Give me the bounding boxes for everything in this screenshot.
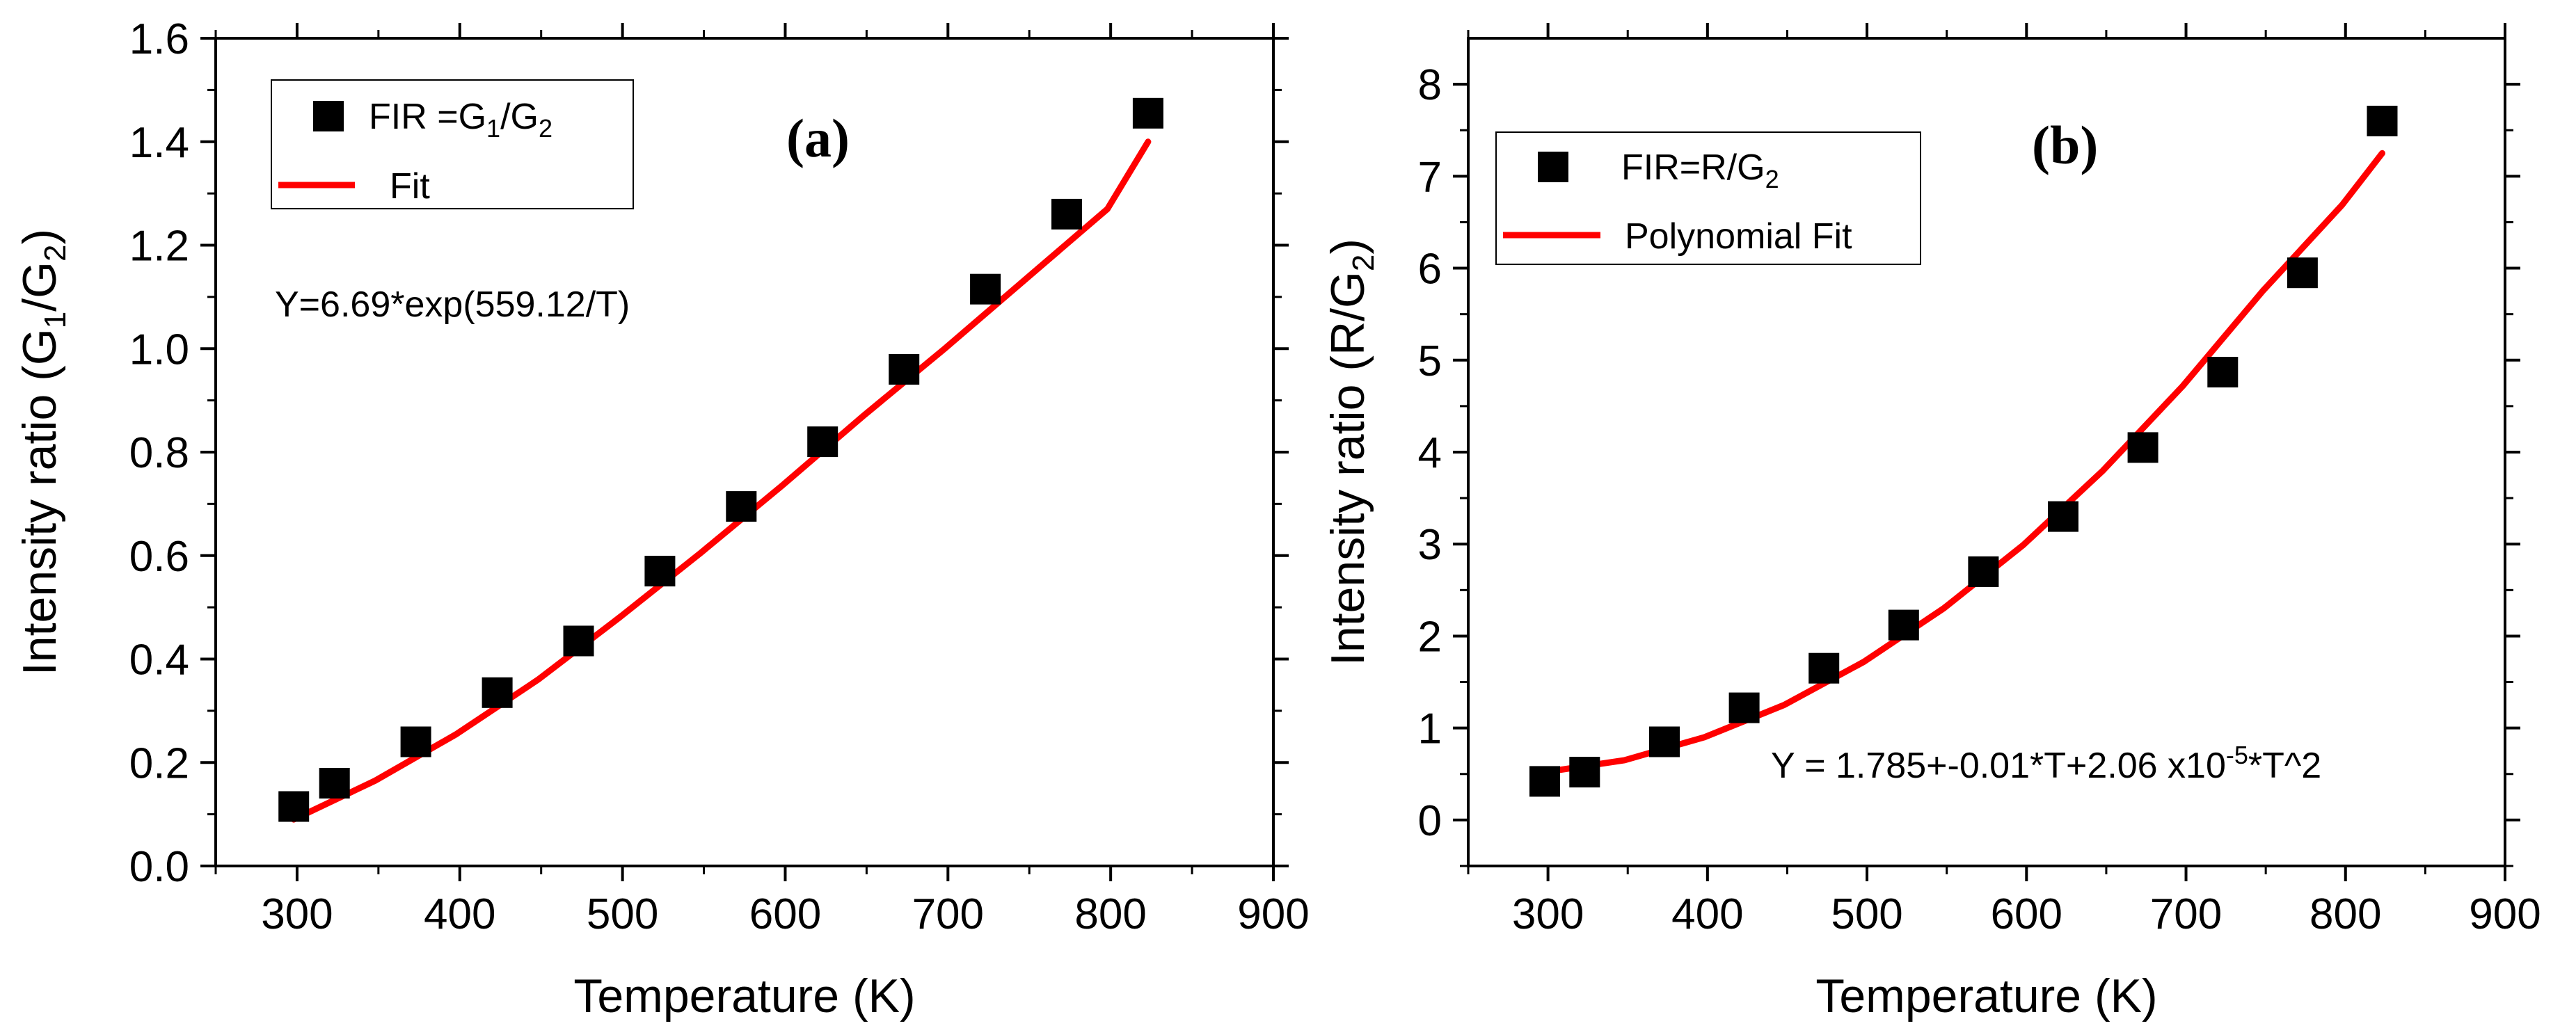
panel-a-y-tick-label: 0.4 bbox=[129, 636, 189, 684]
panel-a-y-tick-label: 0.2 bbox=[129, 739, 189, 787]
panel-a-y-tick-label: 0.0 bbox=[129, 843, 189, 891]
panel-b-y-tick-label: 1 bbox=[1418, 705, 1442, 753]
panel-b-x-tick-label: 500 bbox=[1831, 890, 1902, 938]
panel-b-data-point bbox=[1808, 652, 1840, 684]
panel-b-y-tick-label: 6 bbox=[1418, 246, 1442, 294]
panel-b-tag: (b) bbox=[2032, 115, 2098, 175]
panel-a-data-point bbox=[563, 625, 594, 657]
panel-b-data-point bbox=[1569, 757, 1600, 788]
panel-b-data-point bbox=[1649, 726, 1680, 757]
panel-b-y-tick-label: 4 bbox=[1418, 429, 1442, 477]
panel-b-data-point bbox=[2048, 501, 2078, 532]
panel-a-y-tick-label: 1.6 bbox=[129, 15, 189, 63]
panel-b-legend: FIR=R/G2 Polynomial Fit bbox=[1495, 131, 1921, 265]
panel-b-legend-label-fit: Polynomial Fit bbox=[1625, 216, 1852, 257]
panel-b-x-tick-label: 300 bbox=[1512, 890, 1584, 938]
panel-b-data-point bbox=[1728, 692, 1760, 723]
panel-b-equation: Y = 1.785+-0.01*T+2.06 x10-5*T^2 bbox=[1771, 741, 2321, 786]
panel-a-chart: 300 400 500 600 700 800 900 0.0 0.2 0.4 0.6 0.8 1.0… bbox=[13, 15, 1310, 1022]
panel-a-x-tick-label: 500 bbox=[587, 890, 658, 938]
panel-a-data-point bbox=[278, 791, 310, 822]
panel-b-chart: 300 400 500 600 700 800 900 0 1 2 3 4 5 6 7 8 Temperat… bbox=[1321, 23, 2541, 1022]
panel-a-legend-marker-icon bbox=[313, 101, 344, 131]
panel-b-x-tick-label: 400 bbox=[1671, 890, 1743, 938]
panel-b-data-point bbox=[2287, 257, 2318, 289]
panel-b-x-tick-label: 600 bbox=[1991, 890, 2062, 938]
panel-a-y-tick-label: 1.0 bbox=[129, 326, 189, 374]
panel-a-data-point bbox=[807, 426, 838, 458]
panel-a-y-tick-label: 1.2 bbox=[129, 223, 189, 271]
panel-a-fit-line bbox=[290, 138, 1152, 823]
panel-b-legend-label-fir: FIR=R/G2 bbox=[1621, 147, 1779, 193]
panel-a-legend-label-fit: Fit bbox=[390, 166, 430, 207]
panel-a-x-tick-label: 400 bbox=[424, 890, 495, 938]
panel-a-legend-label-fir: FIR =G1/G2 bbox=[369, 97, 552, 143]
panel-a-y-axis-label: Intensity ratio (G1/G2) bbox=[13, 229, 72, 675]
panel-a-data-point bbox=[1051, 198, 1082, 230]
panel-b-legend-marker-icon bbox=[1538, 152, 1568, 182]
panel-a-data-point bbox=[726, 491, 757, 522]
panel-a-data-point bbox=[889, 354, 920, 385]
panel-b-data-point bbox=[1529, 766, 1560, 797]
panel-b-data-point bbox=[2127, 432, 2158, 463]
panel-a-data-point bbox=[970, 273, 1001, 305]
panel-a-legend: FIR =G1/G2 Fit bbox=[271, 79, 634, 209]
panel-a-x-tick-label: 700 bbox=[912, 890, 984, 938]
panel-a-data-point bbox=[400, 726, 431, 757]
panel-a-data-point bbox=[319, 768, 350, 799]
panel-a-x-axis-label: Temperature (K) bbox=[573, 970, 915, 1022]
panel-a-x-tick-label: 800 bbox=[1074, 890, 1146, 938]
panel-a-data-point bbox=[1132, 97, 1163, 129]
panel-b-y-tick-label: 3 bbox=[1418, 521, 1442, 569]
panel-a-x-tick-label: 300 bbox=[261, 890, 333, 938]
panel-b-y-tick-label: 2 bbox=[1418, 613, 1442, 661]
panel-a-y-tick-label: 1.4 bbox=[129, 119, 189, 167]
panel-a-data-points bbox=[278, 97, 1163, 822]
panel-b-y-tick-label: 7 bbox=[1418, 153, 1442, 201]
panel-a-data-point bbox=[644, 556, 676, 587]
panel-b-y-axis-label: Intensity ratio (R/G2) bbox=[1321, 239, 1381, 666]
panel-b-data-point bbox=[1968, 556, 1999, 587]
panel-a-y-tick-label: 0.8 bbox=[129, 429, 189, 477]
panel-b-x-ticks: 300 400 500 600 700 800 900 bbox=[1467, 23, 2541, 938]
panel-a-y-tick-label: 0.6 bbox=[129, 533, 189, 581]
panel-a-y-ticks: 0.0 0.2 0.4 0.6 0.8 1.0 1.2 1.4 1.6 bbox=[129, 15, 1289, 891]
panel-b-y-tick-label: 8 bbox=[1418, 61, 1442, 109]
panel-a-x-ticks: 300 400 500 600 700 800 900 bbox=[214, 23, 1310, 938]
panel-b-y-ticks: 0 1 2 3 4 5 6 7 8 bbox=[1418, 61, 2520, 867]
panel-b-x-tick-label: 900 bbox=[2469, 890, 2541, 938]
panel-a-data-point bbox=[482, 677, 513, 708]
panel-b-y-tick-label: 0 bbox=[1418, 797, 1442, 845]
panel-b-data-point bbox=[1888, 609, 1919, 641]
panel-b-x-tick-label: 800 bbox=[2309, 890, 2381, 938]
panel-b-data-point bbox=[2207, 357, 2239, 387]
panel-a-equation: Y=6.69*exp(559.12/T) bbox=[275, 284, 630, 325]
panel-b-x-axis-label: Temperature (K) bbox=[1815, 970, 2157, 1022]
panel-a-x-tick-label: 900 bbox=[1237, 890, 1309, 938]
panel-b-x-tick-label: 700 bbox=[2150, 890, 2222, 938]
panel-b-data-points bbox=[1529, 106, 2398, 797]
panel-a-x-tick-label: 600 bbox=[749, 890, 821, 938]
panel-b-data-point bbox=[2367, 106, 2398, 136]
panel-b-y-tick-label: 5 bbox=[1418, 337, 1442, 385]
panel-a-tag: (a) bbox=[786, 108, 850, 168]
